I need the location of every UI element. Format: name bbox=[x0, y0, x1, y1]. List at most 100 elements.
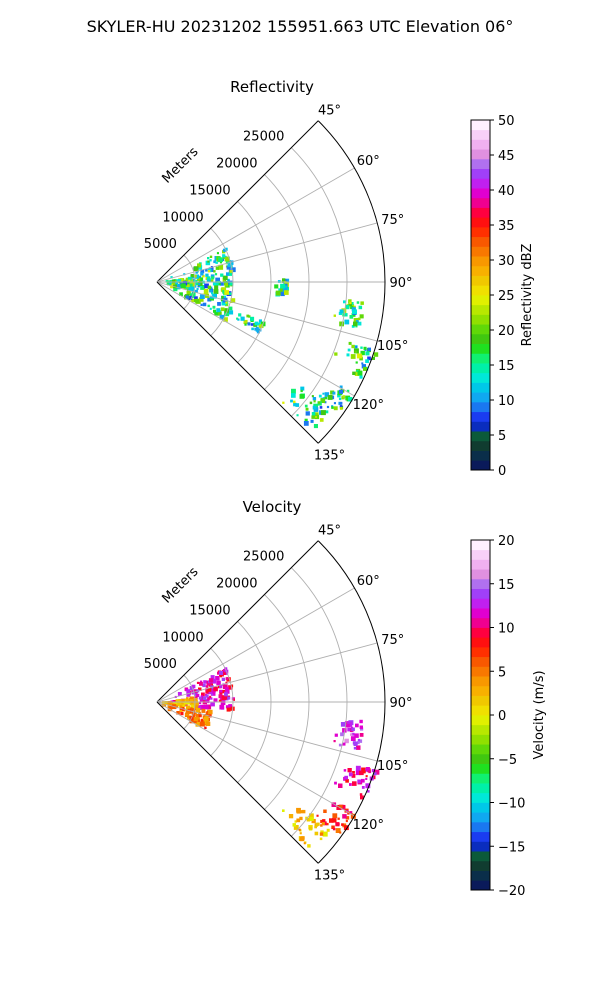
echo-cell bbox=[205, 712, 209, 716]
echo-cell bbox=[207, 297, 212, 302]
colorbar-segment bbox=[471, 880, 490, 891]
azimuth-tick-label: 120° bbox=[353, 398, 384, 413]
echo-cell bbox=[214, 311, 218, 316]
colorbar-segment bbox=[471, 821, 490, 833]
reflectivity-echo-region bbox=[282, 386, 330, 429]
echo-cell bbox=[180, 705, 183, 708]
echo-cell bbox=[339, 804, 343, 809]
echo-cell bbox=[207, 257, 210, 260]
azimuth-tick-label: 135° bbox=[314, 869, 345, 884]
echo-cell bbox=[342, 804, 346, 808]
echo-cell bbox=[221, 295, 224, 299]
echo-cell bbox=[186, 283, 191, 288]
echo-cell bbox=[228, 704, 232, 708]
echo-cell bbox=[208, 678, 214, 683]
echo-cell bbox=[215, 261, 218, 264]
colorbar-segment bbox=[471, 343, 490, 354]
colorbar-segment bbox=[471, 363, 490, 374]
echo-cell bbox=[170, 279, 174, 283]
echo-cell bbox=[190, 274, 194, 278]
echo-cell bbox=[349, 783, 352, 786]
echo-cell bbox=[365, 359, 369, 363]
echo-cell bbox=[218, 257, 223, 263]
echo-cell bbox=[356, 741, 360, 745]
echo-cell bbox=[195, 298, 200, 304]
colorbar-segment bbox=[471, 724, 490, 735]
echo-cell bbox=[359, 375, 363, 379]
echo-cell bbox=[338, 389, 343, 394]
echo-cell bbox=[341, 308, 347, 314]
velocity-echo-region bbox=[316, 802, 356, 834]
echo-cell bbox=[200, 303, 203, 306]
echo-cell bbox=[237, 318, 240, 321]
echo-cell bbox=[293, 402, 297, 407]
echo-cell bbox=[299, 394, 305, 399]
echo-cell bbox=[250, 323, 254, 326]
reflectivity-colorbar: 0 5 10 15 20 25 30 35 40 45 50 bbox=[470, 114, 515, 479]
echo-cell bbox=[193, 719, 197, 724]
echo-cell bbox=[346, 389, 350, 393]
echo-cell bbox=[359, 719, 363, 724]
echo-cell bbox=[361, 362, 364, 365]
echo-cell bbox=[256, 330, 260, 334]
echo-cell bbox=[258, 328, 262, 332]
echo-cell bbox=[213, 270, 216, 273]
echo-cell bbox=[307, 844, 311, 848]
echo-cell bbox=[216, 680, 221, 686]
echo-cell bbox=[359, 356, 363, 361]
echo-cell bbox=[306, 817, 311, 822]
colorbar-segment bbox=[471, 540, 490, 551]
echo-cell bbox=[202, 302, 207, 307]
echo-cell bbox=[221, 287, 227, 293]
echo-cell bbox=[367, 347, 371, 352]
echo-cell bbox=[323, 809, 327, 813]
echo-cell bbox=[185, 295, 189, 299]
azimuth-tick-label: 45° bbox=[318, 524, 341, 539]
azimuth-tick-label: 90° bbox=[389, 276, 412, 291]
echo-cell bbox=[218, 283, 221, 286]
echo-cell bbox=[206, 721, 211, 726]
echo-cell bbox=[238, 313, 242, 317]
colorbar-tick-label: 30 bbox=[498, 254, 515, 269]
azimuth-gridline bbox=[156, 281, 355, 397]
colorbar-tick-label: 5 bbox=[498, 429, 506, 444]
colorbar-segment bbox=[471, 304, 490, 315]
echo-cell bbox=[349, 811, 353, 814]
echo-cell bbox=[227, 696, 231, 700]
echo-cell bbox=[316, 814, 319, 817]
echo-cell bbox=[223, 275, 228, 280]
echo-cell bbox=[357, 370, 363, 376]
echo-cell bbox=[220, 700, 226, 706]
echo-cell bbox=[312, 397, 317, 401]
echo-cell bbox=[188, 279, 191, 282]
echo-cell bbox=[300, 386, 305, 391]
echo-cell bbox=[325, 410, 329, 414]
echo-cell bbox=[332, 818, 337, 823]
echo-cell bbox=[196, 693, 200, 697]
echo-cell bbox=[326, 822, 329, 826]
colorbar-tick-label: 40 bbox=[498, 184, 515, 199]
echo-cell bbox=[363, 346, 367, 350]
echo-cell bbox=[331, 406, 334, 409]
echo-cell bbox=[334, 733, 338, 737]
colorbar-segment bbox=[471, 783, 490, 794]
echo-cell bbox=[352, 781, 357, 786]
echo-cell bbox=[355, 765, 361, 771]
echo-cell bbox=[197, 285, 200, 288]
echo-cell bbox=[360, 795, 364, 800]
echo-cell bbox=[352, 309, 357, 315]
echo-cell bbox=[219, 689, 223, 694]
colorbar-tick-label: −20 bbox=[498, 884, 525, 899]
azimuth-gridline bbox=[156, 167, 355, 283]
echo-cell bbox=[344, 319, 350, 325]
echo-cell bbox=[337, 393, 341, 398]
echo-cell bbox=[196, 705, 202, 710]
echo-cell bbox=[347, 727, 351, 732]
reflectivity-grid bbox=[156, 120, 386, 444]
echo-cell bbox=[177, 692, 182, 696]
echo-cell bbox=[177, 702, 182, 707]
colorbar-segment bbox=[471, 695, 490, 706]
echo-cell bbox=[201, 692, 205, 697]
echo-cell bbox=[170, 276, 173, 279]
